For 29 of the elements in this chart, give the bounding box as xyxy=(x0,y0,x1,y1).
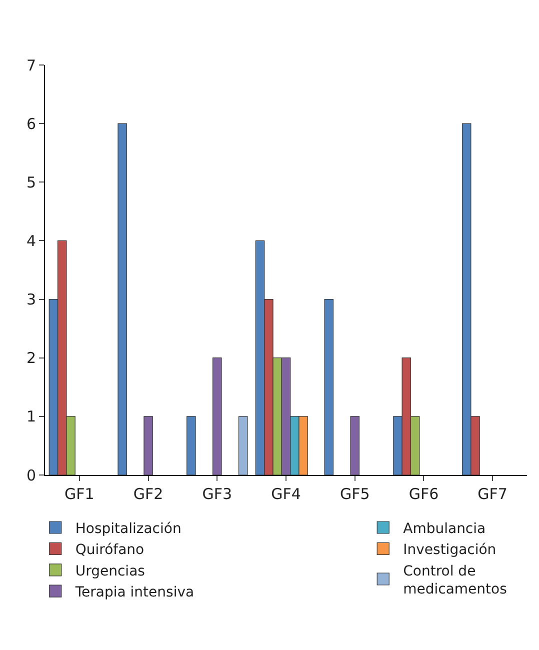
bar xyxy=(186,416,196,475)
legend-label: Control de medicamentos xyxy=(403,563,507,598)
bar xyxy=(238,416,248,475)
y-tick-label: 0 xyxy=(26,466,36,484)
x-tick-label: GF3 xyxy=(202,485,232,503)
y-tick-label: 1 xyxy=(26,408,36,426)
bar xyxy=(350,416,360,475)
legend-label: Terapia intensiva xyxy=(74,584,194,601)
legend-label: Ambulancia xyxy=(403,520,486,537)
x-tick-label: GF5 xyxy=(340,485,370,503)
y-tick-label: 6 xyxy=(26,114,36,133)
y-tick-label: 5 xyxy=(26,173,36,192)
legend-label: Investigación xyxy=(403,542,496,558)
x-tick-label: GF4 xyxy=(271,485,301,503)
bar xyxy=(118,123,127,475)
x-tick-label: GF2 xyxy=(133,485,164,503)
x-tick-label: GF6 xyxy=(408,485,439,503)
x-tick-label: GF7 xyxy=(478,485,508,503)
bar xyxy=(144,416,153,475)
y-tick-label: 2 xyxy=(26,349,36,368)
x-tick-label: GF1 xyxy=(64,485,94,503)
bar xyxy=(324,298,334,475)
y-tick-label: 3 xyxy=(26,290,36,309)
legend-label: Quirófano xyxy=(75,542,144,558)
legend-label: Urgencias xyxy=(75,563,145,580)
bar xyxy=(212,358,222,475)
legend-label: Hospitalización xyxy=(75,520,182,537)
y-tick-label: 7 xyxy=(26,56,36,74)
y-tick-label: 4 xyxy=(26,232,36,250)
